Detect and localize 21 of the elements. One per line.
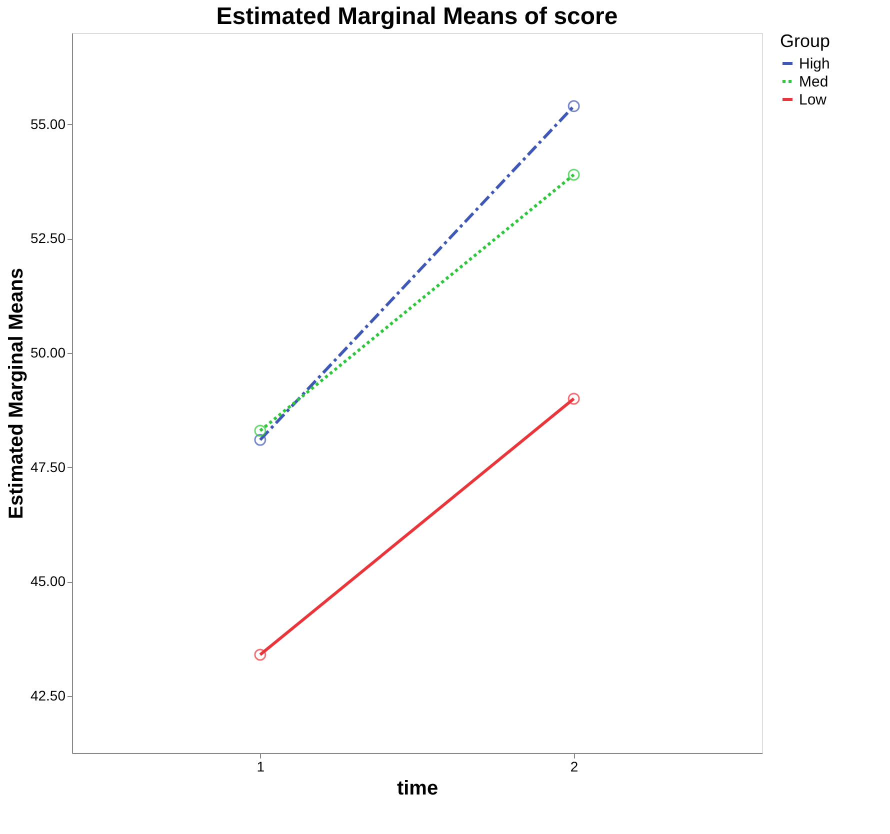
point (254, 424, 266, 437)
y-axis-title: Estimated Marginal Means (5, 268, 28, 520)
point (568, 392, 580, 405)
x-tick-label: 2 (570, 758, 578, 774)
legend-label: Med (799, 74, 828, 90)
y-tick-label: 55.00 (30, 116, 66, 132)
chart-title: Estimated Marginal Means of score (216, 3, 618, 30)
y-tick-label: 50.00 (30, 344, 66, 360)
legend-label: Low (799, 92, 827, 108)
legend-label: High (799, 56, 830, 72)
y-tick-label: 42.50 (30, 687, 66, 704)
point (254, 648, 266, 661)
y-tick-label: 45.00 (30, 573, 66, 590)
point (254, 434, 266, 446)
legend-title: Group (780, 31, 830, 51)
x-tick-label: 1 (256, 758, 265, 774)
point (568, 168, 580, 181)
point (568, 100, 580, 112)
y-tick-label: 47.50 (30, 458, 66, 475)
x-axis-title: time (396, 778, 438, 800)
y-tick-label: 52.50 (30, 230, 66, 246)
